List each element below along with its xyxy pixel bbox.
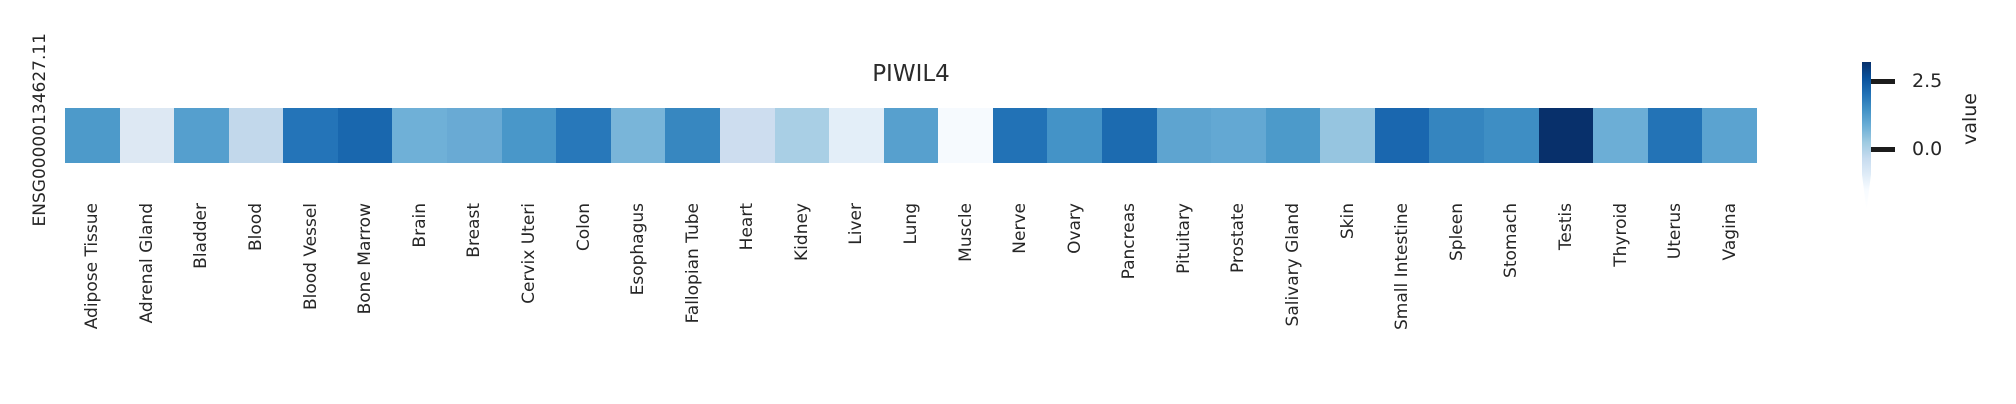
heatmap-cell xyxy=(1101,108,1157,163)
colorbar-gradient xyxy=(1862,62,1871,210)
x-tick-label: Adipose Tissue xyxy=(82,203,103,330)
heatmap-cell xyxy=(774,108,830,163)
heatmap-cell xyxy=(501,108,557,163)
heatmap-cell xyxy=(556,108,611,163)
x-tick-label: Blood Vessel xyxy=(300,203,321,311)
x-tick-label: Nerve xyxy=(1010,203,1031,254)
x-axis-labels: Adipose Tissue Adrenal Gland Bladder Blood B… xyxy=(65,203,1757,388)
x-tick-label: Thyroid xyxy=(1610,203,1631,267)
x-tick-label: Bladder xyxy=(191,203,212,269)
x-tick-label: Prostate xyxy=(1228,203,1249,274)
x-tick-label: Skin xyxy=(1337,203,1358,240)
x-tick-label: Uterus xyxy=(1665,203,1686,260)
x-tick-label: Spleen xyxy=(1446,203,1467,261)
x-tick-label: Colon xyxy=(573,203,594,252)
x-tick-label: Stomach xyxy=(1501,203,1522,278)
heatmap-cell xyxy=(337,108,393,163)
x-tick-label: Pancreas xyxy=(1119,203,1140,280)
heatmap-cell xyxy=(65,108,120,163)
heatmap-cell xyxy=(392,108,448,163)
x-tick-label: Kidney xyxy=(791,203,812,261)
heatmap-cell xyxy=(1702,108,1757,163)
x-tick-label: Salivary Gland xyxy=(1283,203,1304,327)
heatmap-cell xyxy=(283,108,338,163)
x-tick-label: Fallopian Tube xyxy=(682,203,703,324)
x-tick-label: Lung xyxy=(901,203,921,245)
chart-title: PIWIL4 xyxy=(872,61,950,87)
heatmap-cell xyxy=(1374,108,1430,163)
heatmap-cell xyxy=(1320,108,1375,163)
heatmap-cell xyxy=(447,108,502,163)
heatmap-cell xyxy=(119,108,175,163)
heatmap-cell xyxy=(665,108,720,163)
x-tick-label: Small Intestine xyxy=(1392,203,1413,331)
heatmap-cell xyxy=(719,108,775,163)
x-tick-label: Pituitary xyxy=(1173,203,1194,274)
heatmap-cell xyxy=(1156,108,1212,163)
x-tick-label: Bone Marrow xyxy=(355,203,376,315)
x-tick-label: Testis xyxy=(1555,203,1576,251)
heatmap-cell xyxy=(174,108,229,163)
heatmap-row xyxy=(65,108,1757,163)
x-tick-label: Vagina xyxy=(1719,203,1740,261)
heatmap-cell xyxy=(1647,108,1703,163)
colorbar-title: value xyxy=(1959,93,1981,145)
heatmap-cell xyxy=(1593,108,1648,163)
heatmap-cell xyxy=(1484,108,1539,163)
x-tick-label: Esophagus xyxy=(628,203,649,296)
x-tick-label: Liver xyxy=(846,203,867,245)
x-tick-label: Adrenal Gland xyxy=(136,203,157,324)
colorbar-tick-label-lower: 0.0 xyxy=(1912,138,1943,160)
x-tick-label: Muscle xyxy=(955,203,976,262)
heatmap-cell xyxy=(610,108,666,163)
colorbar-tick-label-upper: 2.5 xyxy=(1912,70,1943,92)
heatmap-cell xyxy=(1538,108,1594,163)
heatmap-cell xyxy=(1265,108,1321,163)
heatmap-cell xyxy=(829,108,884,163)
heatmap-cell xyxy=(883,108,939,163)
heatmap-cell xyxy=(938,108,993,163)
x-tick-label: Breast xyxy=(464,203,485,258)
colorbar-tick-mark-upper xyxy=(1871,79,1895,84)
gene-id-row-label: ENSG00000134627.11 xyxy=(30,33,50,227)
x-tick-label: Ovary xyxy=(1064,203,1085,254)
x-tick-label: Brain xyxy=(409,203,430,248)
x-tick-label: Cervix Uteri xyxy=(518,203,539,304)
x-tick-label: Heart xyxy=(737,203,758,251)
x-tick-label: Blood xyxy=(246,203,267,251)
heatmap-cell xyxy=(1047,108,1102,163)
heatmap-cell xyxy=(1211,108,1266,163)
heatmap-cell xyxy=(228,108,284,163)
heatmap-cell xyxy=(1429,108,1485,163)
colorbar-tick-mark-lower xyxy=(1871,147,1895,152)
heatmap-cell xyxy=(992,108,1048,163)
